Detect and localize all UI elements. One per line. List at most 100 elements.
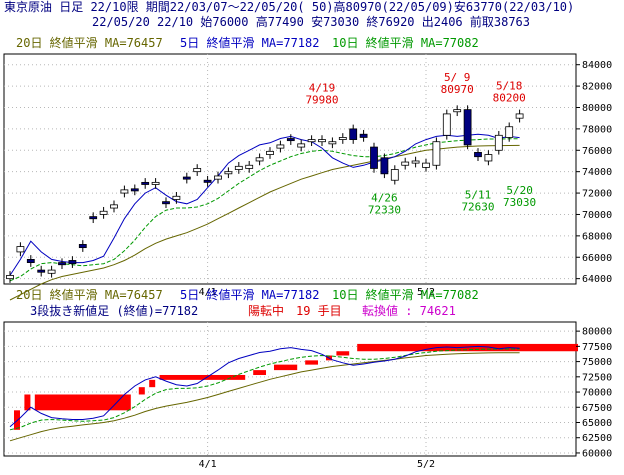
lower-x-axis: 4/1 5/2 xyxy=(199,459,435,470)
upper-ytick-label: 80000 xyxy=(582,103,612,114)
lower-subtitle: 3段抜き新値足 (終値)=77182 xyxy=(30,303,198,318)
upper-y-axis: 64000 66000 68000 70000 72000 74000 76000 78000… xyxy=(576,60,612,285)
annotation-date: 5/20 xyxy=(506,184,533,197)
three-line-break-panel: 60000 62500 65000 67500 70000 72500 75000 77500… xyxy=(3,287,612,470)
candle-body xyxy=(474,152,482,158)
upper-ytick-label: 66000 xyxy=(582,253,612,264)
lower-legend-ma20: 20日 終値平滑 MA=76457 xyxy=(16,287,163,302)
candle-body xyxy=(172,195,181,200)
candle-body xyxy=(484,154,493,162)
lower-turn-value: 転換値 : 74621 xyxy=(362,303,456,318)
lower-legend-ma10: 10日 終値平滑 MA=77082 xyxy=(332,287,479,302)
candle-body xyxy=(401,161,410,166)
lower-ma-line-ma5 xyxy=(9,345,520,428)
upper-ma-line-ma5 xyxy=(9,133,520,276)
candle-body xyxy=(245,164,254,169)
candle-body xyxy=(47,269,56,274)
lower-ytick-label: 77500 xyxy=(582,342,612,353)
candle-body xyxy=(58,262,66,266)
upper-ytick-label: 64000 xyxy=(582,274,612,285)
candle-body xyxy=(318,139,326,143)
candle-body xyxy=(422,162,430,168)
lower-ma-line-ma20 xyxy=(9,352,520,442)
brick xyxy=(305,360,318,365)
upper-ytick-label: 76000 xyxy=(582,146,612,157)
candle-body xyxy=(224,171,233,175)
upper-x-axis: 4/1 5/2 xyxy=(199,287,435,298)
lower-status: 陽転中 19 手目 xyxy=(248,303,342,318)
candle-body xyxy=(162,201,170,205)
candle-body xyxy=(515,113,524,119)
candle-body xyxy=(110,204,118,209)
candle-body xyxy=(130,188,139,192)
lower-ma-line-ma10 xyxy=(9,348,520,431)
annotation-date: 4/19 xyxy=(309,82,336,95)
candle-body xyxy=(359,133,368,138)
upper-ytick-label: 72000 xyxy=(582,189,612,200)
candle-body xyxy=(338,137,347,140)
upper-xtick-label: 5/2 xyxy=(417,287,435,298)
upper-legend-ma10: 10日 終値平滑 MA=77082 xyxy=(332,35,479,50)
candle-body xyxy=(286,138,295,142)
candle-body xyxy=(266,150,274,155)
candle-body xyxy=(182,176,191,180)
brick xyxy=(159,374,246,380)
brick xyxy=(253,370,266,375)
header-line-1: 東京原油 日足 22/10限 期間22/03/07～22/05/20( 50)高… xyxy=(4,0,575,14)
lower-ytick-label: 70000 xyxy=(582,388,612,399)
candle-body xyxy=(193,168,202,173)
candle-body xyxy=(505,126,514,138)
candle-body xyxy=(214,175,222,180)
candle-body xyxy=(494,134,503,151)
candle-body xyxy=(297,143,306,148)
candle-body xyxy=(16,246,25,253)
upper-ytick-label: 68000 xyxy=(582,231,612,242)
candle-body xyxy=(234,165,243,170)
candle-body xyxy=(120,189,129,194)
upper-ytick-label: 74000 xyxy=(582,167,612,178)
candle-body xyxy=(463,109,472,146)
upper-ytick-label: 82000 xyxy=(582,82,612,93)
annotation-value: 79980 xyxy=(305,94,338,107)
lower-y-axis: 60000 62500 65000 67500 70000 72500 75000 77500… xyxy=(576,327,612,459)
brick xyxy=(336,351,350,356)
lower-moving-averages xyxy=(9,345,520,442)
annotation-value: 72330 xyxy=(368,204,401,217)
brick xyxy=(357,343,578,352)
lower-ytick-label: 67500 xyxy=(582,403,612,414)
lower-ytick-label: 72500 xyxy=(582,372,612,383)
candle-body xyxy=(255,157,264,162)
brick xyxy=(149,379,156,388)
candle-body xyxy=(276,144,285,149)
candle-body xyxy=(307,139,316,143)
lower-ytick-label: 75000 xyxy=(582,357,612,368)
candle-body xyxy=(37,269,46,273)
lower-xtick-label: 5/2 xyxy=(417,459,435,470)
annotation-date: 5/18 xyxy=(496,79,523,92)
candle-body xyxy=(453,109,462,113)
upper-ma-line-ma10 xyxy=(9,138,520,282)
annotation-date: 5/ 9 xyxy=(444,71,471,84)
candle-body xyxy=(390,169,399,181)
upper-ytick-label: 84000 xyxy=(582,60,612,71)
upper-ytick-label: 70000 xyxy=(582,210,612,221)
lower-ytick-label: 60000 xyxy=(582,448,612,459)
lower-ytick-label: 62500 xyxy=(582,433,612,444)
lower-ytick-label: 65000 xyxy=(582,418,612,429)
brick xyxy=(138,387,145,395)
candle-body xyxy=(6,275,14,280)
candle-body xyxy=(68,260,77,265)
annotation-value: 73030 xyxy=(503,196,536,209)
lower-xtick-label: 4/1 xyxy=(199,459,217,470)
upper-candles xyxy=(6,105,524,283)
lower-plot-frame xyxy=(3,321,577,457)
candle-body xyxy=(328,141,337,145)
candle-body xyxy=(442,113,451,136)
upper-ytick-label: 78000 xyxy=(582,124,612,135)
candle-body xyxy=(432,141,441,166)
lower-ytick-label: 80000 xyxy=(582,327,612,338)
annotation-value: 80970 xyxy=(441,83,474,96)
